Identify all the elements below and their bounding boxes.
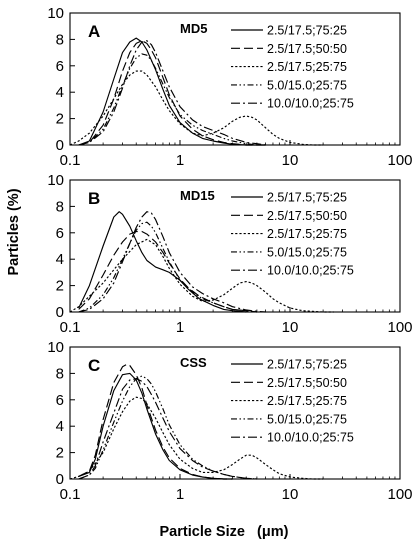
sample-label: MD5 [180, 21, 207, 36]
y-tick-label: 10 [47, 172, 64, 189]
series-line-4 [78, 375, 257, 480]
legend-entry: 2.5/17.5;75:25 [267, 24, 347, 38]
y-tick-label: 8 [56, 31, 64, 48]
series-line-2 [78, 363, 233, 480]
legend-entry: 2.5/17.5;75:25 [267, 191, 347, 205]
legend-entry: 10.0/10.0;25:75 [267, 97, 354, 111]
y-tick-label: 2 [56, 445, 64, 462]
plot-frame [69, 179, 401, 313]
y-tick-label: 6 [56, 392, 64, 409]
y-tick-label: 10 [47, 339, 64, 356]
y-tick-label: 2 [56, 111, 64, 128]
y-tick-label: 4 [56, 251, 64, 268]
legend-entry: 10.0/10.0;25:75 [267, 264, 354, 278]
x-tick-label: 1 [176, 486, 184, 503]
x-tick-label: 0.1 [60, 319, 81, 336]
legend-entry: 2.5/17.5;75:25 [267, 358, 347, 372]
y-tick-label: 4 [56, 84, 64, 101]
legend-entry: 5.0/15.0;25:75 [267, 412, 347, 426]
series-line-4 [78, 53, 257, 146]
legend-entry: 5.0/15.0;25:75 [267, 78, 347, 92]
x-tick-label: 1 [176, 152, 184, 169]
x-tick-label: 10 [282, 319, 299, 336]
x-tick-label: 100 [387, 152, 412, 169]
x-tick-label: 100 [387, 319, 412, 336]
legend-entry: 2.5/17.5;50:50 [267, 209, 347, 223]
series-line-5 [78, 211, 266, 313]
sample-label: CSS [180, 355, 207, 370]
legend-entry: 5.0/15.0;25:75 [267, 245, 347, 259]
series-line-5 [78, 40, 266, 146]
legend-entry: 2.5/17.5;50:50 [267, 376, 347, 390]
legend: 2.5/17.5;75:25 2.5/17.5;50:50 2.5/17.5;25:… [231, 358, 354, 445]
x-tick-label: 10 [282, 486, 299, 503]
legend: 2.5/17.5;75:25 2.5/17.5;50:50 2.5/17.5;25:… [231, 24, 354, 111]
series-line-1 [78, 37, 266, 146]
series-line-2 [78, 40, 266, 146]
y-tick-label: 6 [56, 225, 64, 242]
y-axis-title: Particles (%) [6, 188, 22, 275]
x-tick-label: 1 [176, 319, 184, 336]
series-line-3 [69, 396, 324, 480]
x-tick-label: 100 [387, 486, 412, 503]
series-line-3 [69, 238, 334, 313]
legend-entry: 2.5/17.5;50:50 [267, 42, 347, 56]
x-tick-label: 10 [282, 152, 299, 169]
y-tick-label: 0 [56, 137, 64, 154]
legend-entry: 2.5/17.5;25:75 [267, 60, 347, 74]
panel-letter: C [88, 356, 100, 375]
legend: 2.5/17.5;75:25 2.5/17.5;50:50 2.5/17.5;25:… [231, 191, 354, 278]
y-tick-label: 2 [56, 278, 64, 295]
series-line-3 [69, 70, 324, 146]
series-line-1 [78, 211, 247, 313]
sample-label: MD15 [180, 188, 215, 203]
y-tick-label: 4 [56, 418, 64, 435]
y-tick-label: 10 [47, 5, 64, 22]
panel-letter: A [88, 22, 100, 41]
x-tick-label: 0.1 [60, 486, 81, 503]
plot-frame [69, 346, 401, 480]
y-tick-label: 0 [56, 471, 64, 488]
y-tick-label: 8 [56, 198, 64, 215]
series-line-4 [78, 221, 257, 313]
panel-letter: B [88, 189, 100, 208]
legend-entry: 10.0/10.0;25:75 [267, 431, 354, 445]
legend-entry: 2.5/17.5;25:75 [267, 227, 347, 241]
y-tick-label: 0 [56, 304, 64, 321]
y-tick-label: 6 [56, 58, 64, 75]
y-tick-label: 8 [56, 365, 64, 382]
series-line-5 [78, 378, 257, 480]
x-tick-label: 0.1 [60, 152, 81, 169]
legend-entry: 2.5/17.5;25:75 [267, 394, 347, 408]
series-line-1 [78, 372, 233, 480]
x-axis-title: Particle Size (μm) [160, 524, 289, 540]
